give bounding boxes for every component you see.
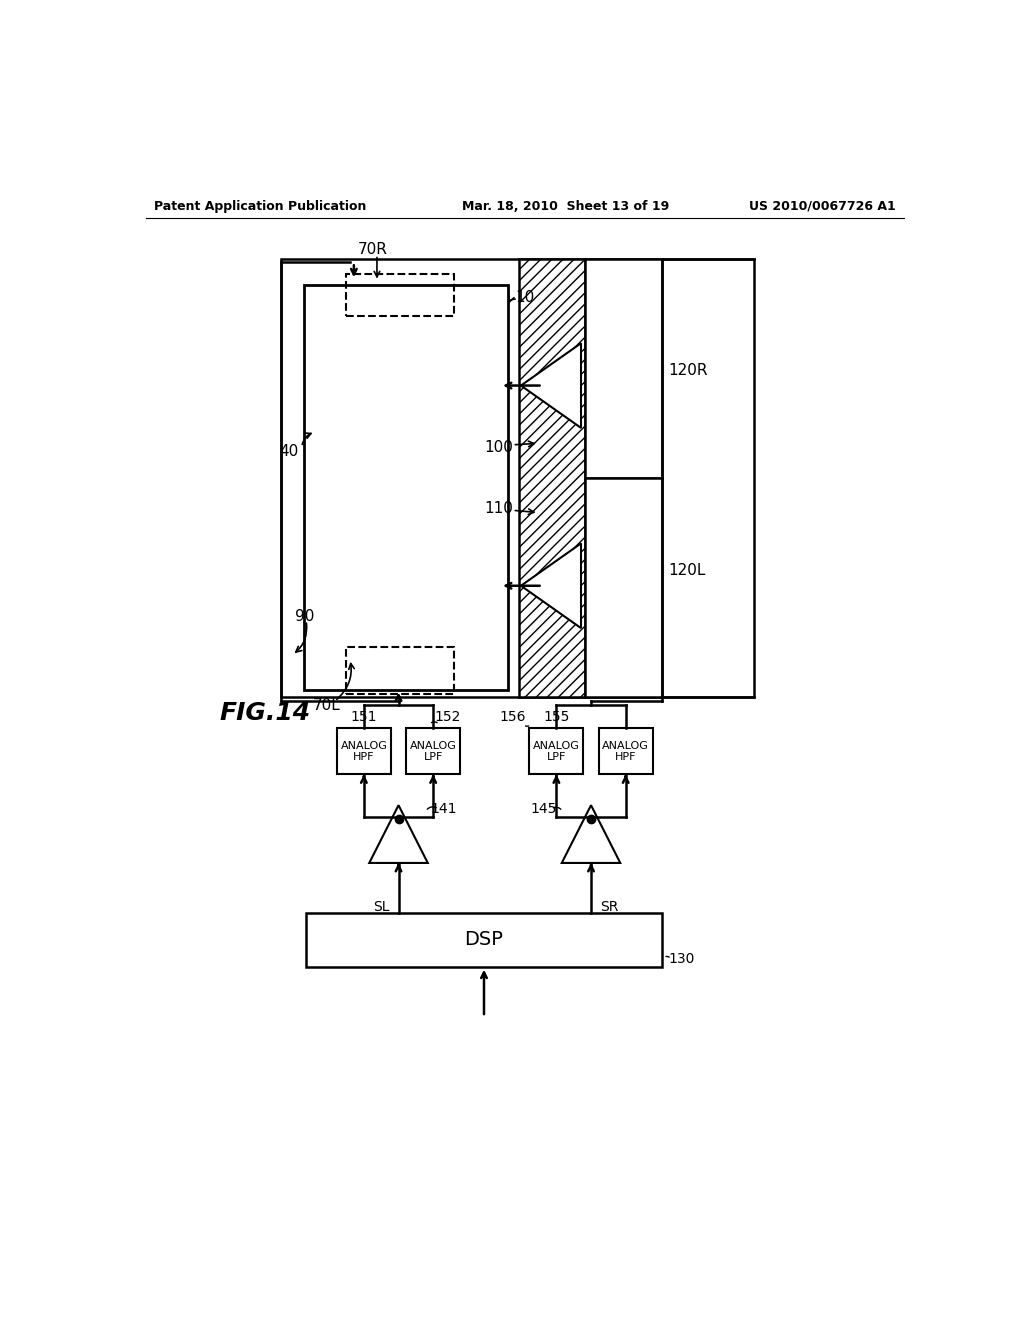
Polygon shape — [521, 343, 581, 428]
Polygon shape — [562, 805, 621, 863]
Bar — [585, 478, 662, 697]
Text: 10: 10 — [515, 289, 535, 305]
Bar — [407, 729, 460, 775]
Bar — [306, 913, 662, 966]
Text: SR: SR — [600, 900, 618, 913]
Bar — [346, 275, 454, 317]
Text: LPF: LPF — [547, 751, 566, 762]
Text: 110: 110 — [484, 502, 513, 516]
Text: 70R: 70R — [358, 242, 388, 257]
Text: 120L: 120L — [668, 562, 706, 578]
Bar — [519, 259, 585, 697]
Text: ANALOG: ANALOG — [340, 741, 387, 751]
Text: 90: 90 — [295, 609, 314, 624]
Text: 156: 156 — [499, 710, 525, 725]
Text: ANALOG: ANALOG — [532, 741, 580, 751]
Text: US 2010/0067726 A1: US 2010/0067726 A1 — [750, 199, 896, 213]
Text: ANALOG: ANALOG — [410, 741, 457, 751]
Text: FIG.14: FIG.14 — [219, 701, 310, 725]
Text: HPF: HPF — [615, 751, 637, 762]
Text: DSP: DSP — [465, 931, 504, 949]
Bar — [337, 729, 391, 775]
Text: Mar. 18, 2010  Sheet 13 of 19: Mar. 18, 2010 Sheet 13 of 19 — [462, 199, 669, 213]
Text: 141: 141 — [431, 803, 458, 816]
Bar — [529, 729, 584, 775]
Text: HPF: HPF — [353, 751, 375, 762]
Text: 120R: 120R — [668, 363, 708, 378]
Text: 100: 100 — [484, 440, 513, 454]
Text: ANALOG: ANALOG — [602, 741, 649, 751]
Text: 130: 130 — [668, 952, 694, 966]
Polygon shape — [370, 805, 428, 863]
Bar — [599, 729, 652, 775]
Text: SL: SL — [373, 900, 389, 913]
Text: LPF: LPF — [424, 751, 442, 762]
Text: 155: 155 — [543, 710, 569, 725]
Bar — [281, 259, 755, 697]
Bar — [585, 259, 662, 478]
Text: 145: 145 — [530, 803, 556, 816]
Text: 152: 152 — [435, 710, 461, 725]
Text: Patent Application Publication: Patent Application Publication — [154, 199, 366, 213]
Text: 40: 40 — [280, 444, 298, 458]
Bar — [304, 285, 508, 689]
Polygon shape — [521, 544, 581, 628]
Text: 151: 151 — [350, 710, 377, 725]
Bar — [346, 647, 454, 693]
Text: 70L: 70L — [313, 697, 341, 713]
